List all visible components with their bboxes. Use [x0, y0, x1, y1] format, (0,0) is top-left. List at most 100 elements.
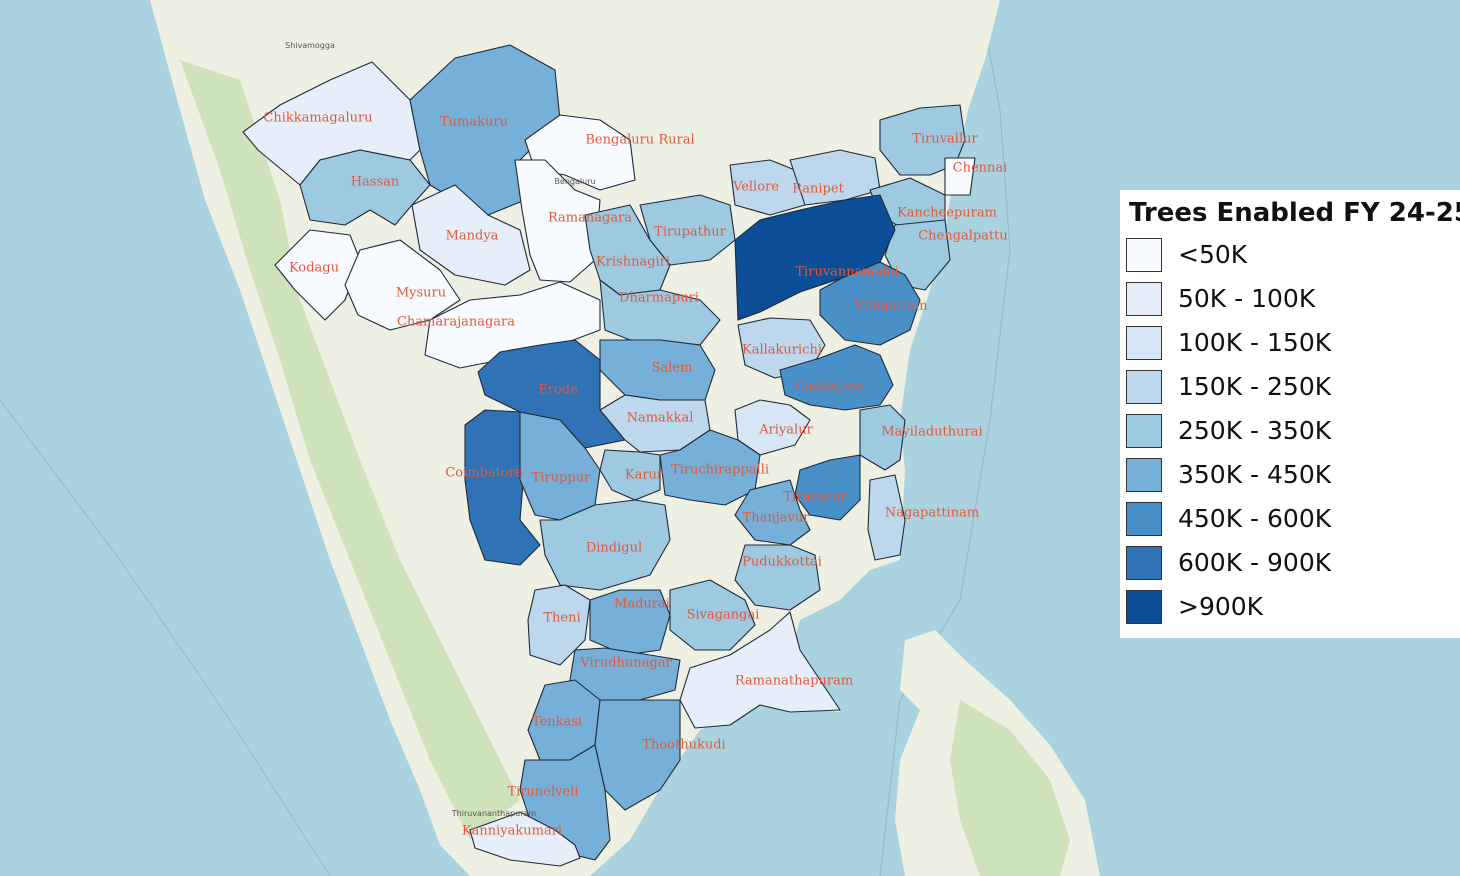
legend-item: 600K - 900K	[1126, 546, 1456, 582]
district-label-tiruchirappalli: Tiruchirappalli	[671, 463, 769, 478]
sri-lanka-forest	[950, 700, 1070, 876]
legend-item: 450K - 600K	[1126, 502, 1456, 538]
district-dindigul[interactable]	[539, 499, 671, 591]
district-label-tenkasi: Tenkasi	[532, 715, 582, 730]
legend-label: 350K - 450K	[1178, 460, 1332, 489]
district-label-ariyalur: Ariyalur	[758, 423, 813, 438]
district-label-thanjavur: Thanjavur	[743, 511, 811, 526]
district-mandya[interactable]	[411, 184, 531, 286]
district-chennai[interactable]	[944, 157, 976, 196]
basemap-label-layer: Shivamogga Bengaluru Thiruvananthapuram	[285, 41, 595, 818]
district-label-sivagangai: Sivagangai	[687, 608, 760, 623]
legend-item: <50K	[1126, 238, 1456, 274]
district-label-kanniyakumari: Kanniyakumari	[462, 824, 562, 839]
district-label-tirunelveli: Tirunelveli	[508, 785, 579, 800]
district-label-chikkamagaluru: Chikkamagaluru	[263, 111, 372, 126]
district-thanjavur[interactable]	[734, 479, 811, 546]
basemap-label-shivamogga: Shivamogga	[285, 41, 335, 50]
legend-title: Trees Enabled FY 24-25	[1129, 198, 1460, 228]
district-salem[interactable]	[599, 339, 716, 401]
district-label-ranipet: Ranipet	[792, 182, 844, 197]
district-label-salem: Salem	[652, 361, 693, 376]
legend-label: 100K - 150K	[1178, 328, 1332, 357]
district-label-dindigul: Dindigul	[586, 541, 642, 556]
district-label-cuddalore: Cuddalore	[795, 380, 864, 395]
district-label-mayiladuthurai: Mayiladuthurai	[881, 425, 982, 440]
district-label-kancheepuram: Kancheepuram	[897, 206, 997, 221]
maritime-boundary-west	[0, 399, 331, 876]
district-label-tumakuru: Tumakuru	[440, 115, 508, 130]
district-label-tirupathur: Tirupathur	[654, 225, 726, 240]
district-label-chennai: Chennai	[953, 161, 1008, 176]
legend-swatch	[1126, 238, 1162, 272]
district-label-kallakurichi: Kallakurichi	[742, 343, 822, 358]
district-label-theni: Theni	[543, 611, 580, 626]
district-label-hassan: Hassan	[351, 175, 400, 190]
legend-swatch	[1126, 282, 1162, 316]
district-label-pudukkottai: Pudukkottai	[742, 555, 822, 570]
district-label-chengalpattu: Chengalpattu	[918, 229, 1008, 244]
maritime-boundary	[879, 0, 1011, 876]
district-label-erode: Erode	[538, 383, 578, 398]
district-label-tiruvallur: Tiruvallur	[912, 132, 978, 147]
legend-swatch	[1126, 414, 1162, 448]
district-label-virudhunagar: Virudhunagar	[579, 656, 672, 671]
legend-swatch	[1126, 326, 1162, 360]
district-label-coimbatore: Coimbatore	[445, 466, 523, 481]
legend-item: 350K - 450K	[1126, 458, 1456, 494]
district-label-nagapattinam: Nagapattinam	[885, 506, 979, 521]
district-tiruvannamalai[interactable]	[734, 194, 896, 321]
district-cuddalore[interactable]	[779, 344, 894, 411]
district-ramanagara[interactable]	[514, 159, 601, 283]
district-label-krishnagiri: Krishnagiri	[596, 255, 670, 270]
legend-item: >900K	[1126, 590, 1456, 626]
district-sivagangai[interactable]	[669, 579, 756, 651]
district-tiruchirappalli[interactable]	[659, 429, 761, 506]
district-layer	[242, 44, 976, 867]
district-label-madurai: Madurai	[614, 597, 670, 612]
district-ramanathapuram[interactable]	[679, 611, 841, 729]
district-label-karur: Karur	[625, 468, 664, 483]
legend-label: <50K	[1178, 240, 1248, 269]
district-label-layer: Chikkamagaluru Tumakuru Hassan Bengaluru Ru…	[263, 111, 1007, 839]
district-kanniyakumari[interactable]	[469, 811, 581, 867]
legend-item: 100K - 150K	[1126, 326, 1456, 362]
forest-strip	[180, 60, 520, 840]
district-villupuram[interactable]	[819, 261, 921, 346]
map-legend: Trees Enabled FY 24-25 <50K 50K - 100K 100…	[1120, 190, 1460, 638]
district-label-mandya: Mandya	[446, 229, 499, 244]
district-chamarajanagara[interactable]	[424, 281, 601, 369]
legend-label: 450K - 600K	[1178, 504, 1332, 533]
legend-label: >900K	[1178, 592, 1264, 621]
district-theni[interactable]	[527, 584, 591, 666]
legend-label: 600K - 900K	[1178, 548, 1332, 577]
district-label-kodagu: Kodagu	[289, 261, 339, 276]
legend-label: 250K - 350K	[1178, 416, 1332, 445]
district-madurai[interactable]	[589, 589, 671, 656]
legend-swatch	[1126, 590, 1162, 624]
district-dharmapuri[interactable]	[599, 279, 721, 346]
legend-item: 250K - 350K	[1126, 414, 1456, 450]
district-chikkamagaluru[interactable]	[242, 61, 421, 186]
basemap-label-thiruvananthapuram: Thiruvananthapuram	[451, 809, 537, 818]
district-nagapattinam[interactable]	[867, 474, 906, 561]
basemap-label-bengaluru: Bengaluru	[554, 177, 595, 186]
district-pudukkottai[interactable]	[734, 544, 821, 611]
legend-swatch	[1126, 502, 1162, 536]
district-label-villupuram: Villupuram	[854, 299, 928, 314]
district-tiruvarur[interactable]	[794, 454, 861, 521]
district-label-vellore: Vellore	[732, 180, 779, 195]
district-label-mysuru: Mysuru	[396, 286, 446, 301]
district-label-tiruvannamalai: Tiruvannamalai	[795, 265, 898, 280]
legend-item: 150K - 250K	[1126, 370, 1456, 406]
legend-swatch	[1126, 458, 1162, 492]
district-label-bengaluru-rural: Bengaluru Rural	[585, 133, 694, 148]
legend-label: 150K - 250K	[1178, 372, 1332, 401]
legend-label: 50K - 100K	[1178, 284, 1316, 313]
district-label-tiruppur: Tiruppur	[532, 471, 591, 486]
district-karur[interactable]	[599, 449, 661, 501]
legend-swatch	[1126, 370, 1162, 404]
legend-item: 50K - 100K	[1126, 282, 1456, 318]
district-label-ramanagara: Ramanagara	[548, 211, 632, 226]
